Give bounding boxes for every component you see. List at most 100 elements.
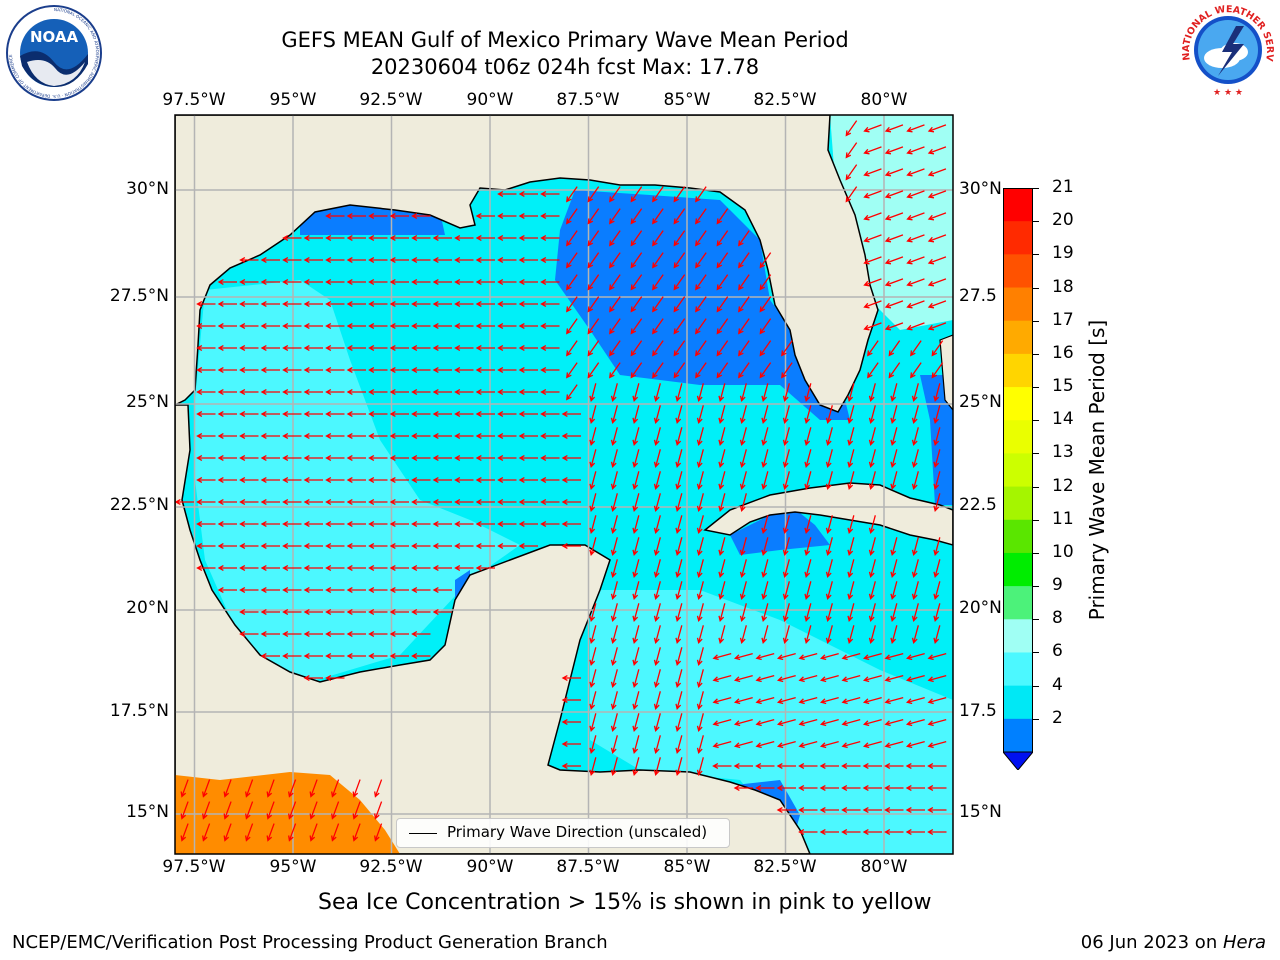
wave-direction-arrow xyxy=(890,427,898,447)
wave-direction-arrow xyxy=(610,515,618,535)
wave-direction-arrow xyxy=(260,587,280,593)
wave-direction-arrow xyxy=(589,493,597,513)
wave-direction-arrow xyxy=(696,647,704,667)
wave-direction-arrow xyxy=(411,279,431,285)
wave-direction-arrow xyxy=(927,785,947,791)
wave-direction-arrow xyxy=(282,433,302,439)
wave-direction-arrow xyxy=(696,735,704,755)
wave-direction-arrow xyxy=(653,691,661,711)
wave-direction-arrow xyxy=(739,537,747,557)
wave-direction-arrow xyxy=(738,274,750,291)
wave-direction-arrow xyxy=(368,235,388,241)
wave-direction-arrow xyxy=(223,823,232,842)
wave-direction-arrow xyxy=(561,455,581,461)
wave-direction-arrow xyxy=(389,521,409,527)
wave-direction-arrow xyxy=(933,493,941,513)
wave-direction-arrow xyxy=(863,146,882,155)
wave-direction-arrow xyxy=(911,427,919,447)
wave-direction-arrow xyxy=(475,257,495,263)
wave-direction-arrow xyxy=(759,318,772,335)
wave-direction-arrow xyxy=(718,581,726,601)
wave-direction-arrow xyxy=(739,581,747,601)
wave-direction-arrow xyxy=(587,230,600,247)
wave-direction-arrow xyxy=(712,653,732,661)
wave-direction-arrow xyxy=(346,433,366,439)
wave-direction-arrow xyxy=(632,405,640,425)
lon-tick-bottom: 95°W xyxy=(269,857,317,877)
wave-direction-arrow xyxy=(288,779,297,798)
wave-direction-arrow xyxy=(652,186,664,203)
graticule xyxy=(175,115,953,854)
wave-direction-arrow xyxy=(868,471,876,491)
wave-direction-arrow xyxy=(497,235,517,241)
wave-direction-arrow xyxy=(411,389,431,395)
wave-direction-arrow xyxy=(610,581,618,601)
wave-direction-arrow xyxy=(675,559,683,579)
wave-direction-arrow xyxy=(389,653,409,659)
wave-direction-arrow xyxy=(260,477,280,483)
wave-direction-arrow xyxy=(933,471,941,491)
wave-direction-arrow xyxy=(368,323,388,329)
wave-direction-arrow xyxy=(653,713,661,733)
wave-direction-arrow xyxy=(733,785,753,791)
wave-direction-arrow xyxy=(260,389,280,395)
wave-direction-arrow xyxy=(884,124,904,133)
wave-direction-arrow xyxy=(739,493,747,513)
lon-tick-top: 85°W xyxy=(663,90,711,110)
colorbar-segment xyxy=(1003,453,1033,488)
wave-direction-arrow xyxy=(653,449,661,469)
pacific-period-17-18 xyxy=(175,772,400,854)
wave-direction-arrow xyxy=(303,345,323,351)
colorbar-segment xyxy=(1003,586,1033,620)
wave-direction-arrow xyxy=(475,411,495,417)
wave-direction-arrow xyxy=(432,433,452,439)
wave-direction-arrow xyxy=(389,609,409,615)
wave-direction-arrow xyxy=(566,296,578,313)
colorbar-tick-label: 20 xyxy=(1052,210,1074,231)
wave-direction-arrow xyxy=(282,301,302,307)
wave-direction-arrow xyxy=(432,279,452,285)
wave-direction-arrow xyxy=(540,477,560,483)
wave-direction-arrow xyxy=(497,499,517,505)
wave-direction-arrow xyxy=(223,801,232,820)
wave-direction-arrow xyxy=(202,801,211,820)
wave-direction-arrow xyxy=(587,274,600,291)
wave-direction-arrow xyxy=(653,625,661,645)
lat-tick-left: 25°N xyxy=(126,392,169,412)
wave-direction-arrow xyxy=(497,301,517,307)
wave-direction-arrow xyxy=(673,252,686,269)
wave-direction-arrow xyxy=(217,389,237,395)
wave-direction-arrow xyxy=(303,323,323,329)
wave-direction-arrow xyxy=(761,625,769,645)
wave-direction-arrow xyxy=(518,433,538,439)
wave-direction-arrow xyxy=(696,449,704,469)
wave-direction-arrow xyxy=(863,168,882,177)
wave-direction-arrow xyxy=(884,146,904,155)
wave-direction-arrow xyxy=(518,389,538,395)
wave-direction-arrow xyxy=(411,565,431,571)
wave-direction-arrow xyxy=(239,323,259,329)
wave-direction-arrows xyxy=(175,120,947,842)
wave-direction-arrow xyxy=(325,213,345,219)
wave-direction-arrow xyxy=(368,477,388,483)
wave-direction-arrow xyxy=(696,537,704,557)
wave-direction-arrow xyxy=(863,256,882,265)
wave-direction-arrow xyxy=(653,735,661,755)
wave-direction-arrow xyxy=(540,521,560,527)
wave-direction-arrow xyxy=(518,323,538,329)
wave-direction-arrow xyxy=(630,230,643,247)
wave-direction-arrow xyxy=(845,120,858,137)
lat-tick-right: 22.5 xyxy=(959,495,997,515)
wave-direction-arrow xyxy=(180,801,189,820)
wave-direction-arrow xyxy=(432,235,452,241)
colorbar xyxy=(1003,188,1033,770)
wave-direction-arrow xyxy=(282,521,302,527)
wave-direction-arrow xyxy=(239,411,259,417)
wave-direction-arrow xyxy=(518,213,538,219)
wave-direction-arrow xyxy=(739,383,747,403)
wave-direction-arrow xyxy=(675,691,683,711)
wave-direction-arrow xyxy=(432,389,452,395)
wave-direction-arrow xyxy=(368,345,388,351)
wave-direction-arrow xyxy=(927,278,947,287)
wave-direction-arrow xyxy=(497,345,517,351)
